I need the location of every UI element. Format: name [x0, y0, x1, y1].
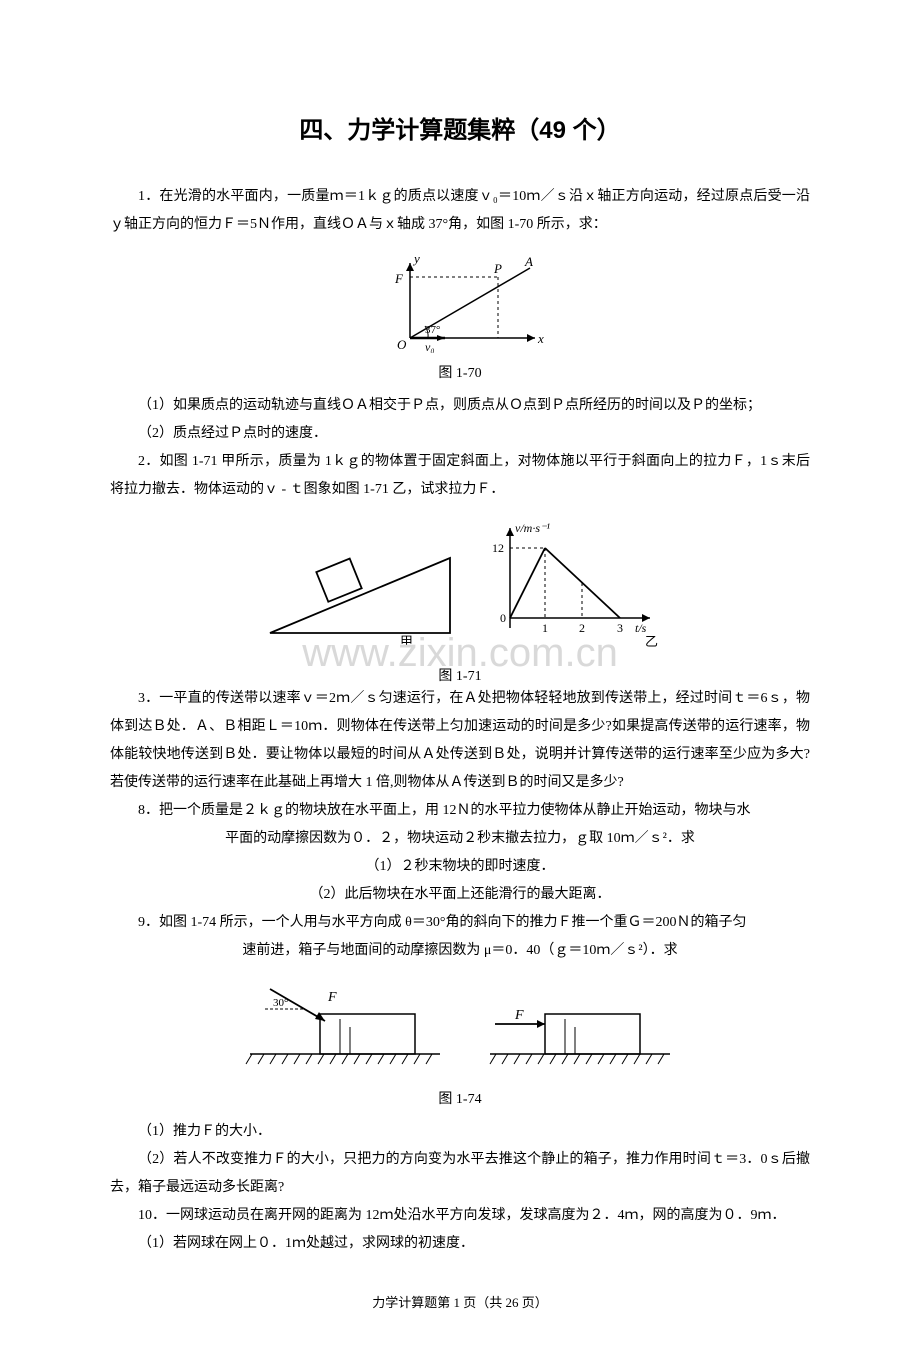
problem-9-text-b: 速前进，箱子与地面间的动摩擦因数为 μ＝0．40（ｇ＝10ｍ／ｓ²）．求 [110, 937, 810, 965]
figure-1-74-caption: 图 1-74 [110, 1088, 810, 1108]
fig1-label-P: P [493, 261, 502, 276]
fig3-F-left: F [327, 990, 337, 1005]
figure-1-70-caption: 图 1-70 [110, 362, 810, 382]
problem-10-q1: （1）若网球在网上０．1ｍ处越过，求网球的初速度． [110, 1230, 810, 1258]
problem-1-text: 1．在光滑的水平面内，一质量ｍ＝1ｋｇ的质点以速度ｖ₀＝10ｍ／ｓ沿ｘ轴正方向运… [110, 183, 810, 239]
fig1-label-y: y [412, 253, 420, 266]
fig1-label-v0: v₀ [425, 340, 435, 353]
fig1-label-F: F [394, 271, 404, 286]
problem-3-text: 3．一平直的传送带以速率ｖ＝2ｍ／ｓ匀速运行，在Ａ处把物体轻轻地放到传送带上，经… [110, 685, 810, 797]
problem-8-text-a: 8．把一个质量是２ｋｇ的物块放在水平面上，用 12Ｎ的水平拉力使物体从静止开始运… [110, 797, 810, 825]
fig1-label-O: O [397, 337, 407, 352]
fig1-label-x: x [537, 331, 544, 346]
watermark: www.zixin.com.cn [110, 633, 810, 673]
svg-text:0: 0 [500, 611, 506, 625]
fig1-label-angle: 37° [425, 324, 440, 336]
fig1-label-A: A [524, 254, 533, 269]
fig3-F-right: F [514, 1008, 524, 1023]
problem-1-q2: （2）质点经过Ｐ点时的速度． [110, 420, 810, 448]
problem-10-text: 10．一网球运动员在离开网的距离为 12ｍ处沿水平方向发球，发球高度为２．4ｍ，… [110, 1202, 810, 1230]
fig3-angle: 30° [273, 997, 288, 1009]
page-title: 四、力学计算题集粹（49 个） [110, 110, 810, 145]
fig2-ylabel: v/m·s⁻¹ [515, 521, 550, 535]
figure-1-74: 30° F [110, 979, 810, 1108]
problem-8-text-b: 平面的动摩擦因数为０．２，物块运动２秒末撤去拉力，ｇ取 10ｍ／ｓ²．求 [110, 825, 810, 853]
problem-9-q2: （2）若人不改变推力Ｆ的大小，只把力的方向变为水平去推这个静止的箱子，推力作用时… [110, 1146, 810, 1202]
problem-9-q1: （1）推力Ｆ的大小． [110, 1118, 810, 1146]
problem-1-q1: （1）如果质点的运动轨迹与直线ＯＡ相交于Ｐ点，则质点从Ｏ点到Ｐ点所经历的时间以及… [110, 392, 810, 420]
problem-8-q1: （1）２秒末物块的即时速度． [110, 853, 810, 881]
problem-8-q2: （2）此后物块在水平面上还能滑行的最大距离． [110, 881, 810, 909]
problem-9-text-a: 9．如图 1-74 所示，一个人用与水平方向成 θ＝30°角的斜向下的推力Ｆ推一… [110, 909, 810, 937]
problem-2-text: 2．如图 1-71 甲所示，质量为 1ｋｇ的物体置于固定斜面上，对物体施以平行于… [110, 448, 810, 504]
fig2-y-peak: 12 [492, 541, 504, 555]
figure-1-70: y x P A F O v₀ 37° 图 1-70 [110, 253, 810, 382]
